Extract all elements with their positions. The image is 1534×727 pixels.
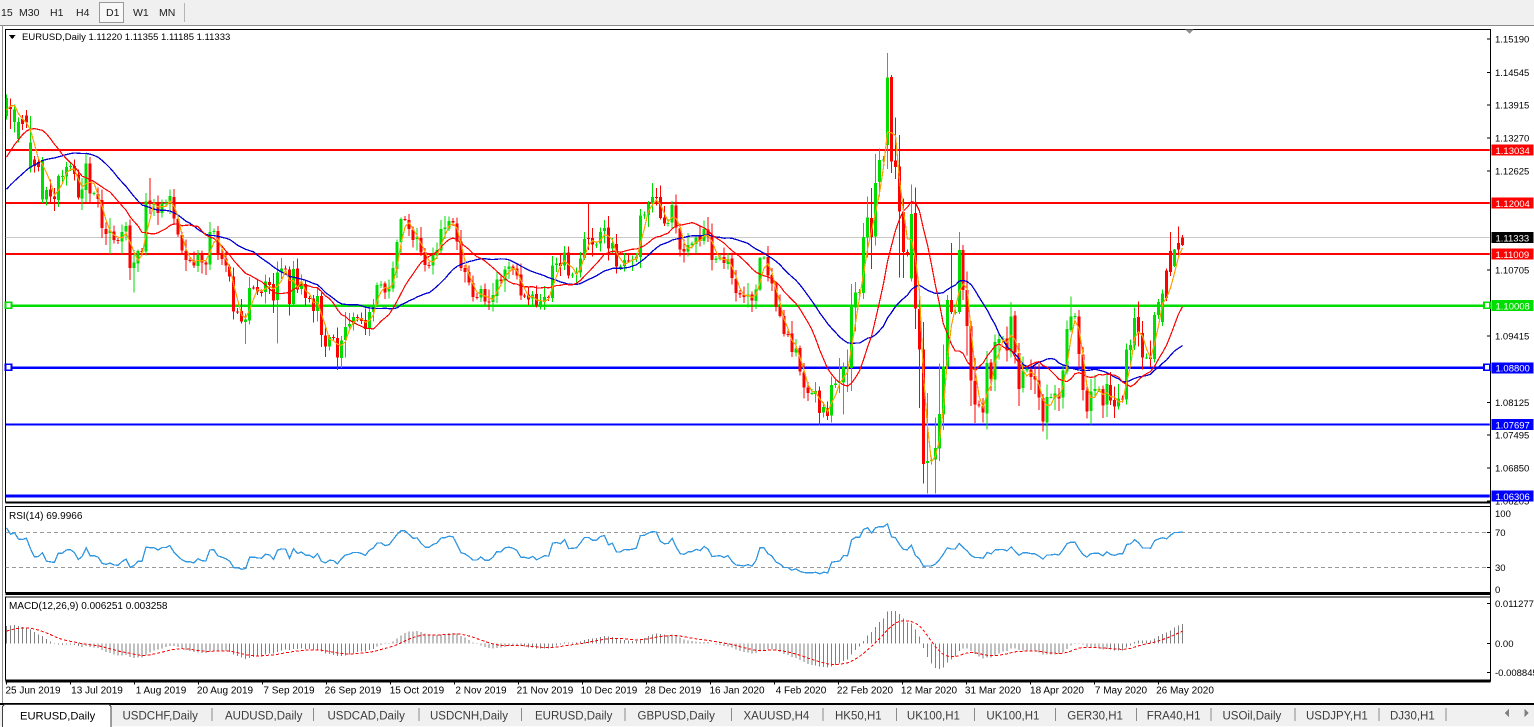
svg-text:22 Feb 2020: 22 Feb 2020 [837, 686, 894, 697]
svg-text:1.11333: 1.11333 [1496, 233, 1530, 244]
svg-text:1.12004: 1.12004 [1496, 199, 1530, 210]
svg-text:1.14545: 1.14545 [1495, 68, 1529, 79]
svg-text:H4: H4 [76, 7, 90, 19]
svg-text:1.10705: 1.10705 [1495, 265, 1529, 276]
svg-text:DJ30,H1: DJ30,H1 [1390, 711, 1435, 723]
svg-text:UK100,H1: UK100,H1 [986, 711, 1039, 723]
svg-text:FRA40,H1: FRA40,H1 [1147, 711, 1201, 723]
svg-text:GBPUSD,Daily: GBPUSD,Daily [638, 711, 716, 723]
svg-text:1.07495: 1.07495 [1495, 430, 1529, 441]
svg-text:XAUUSD,H4: XAUUSD,H4 [744, 711, 810, 723]
svg-text:H1: H1 [50, 7, 64, 19]
svg-text:26 May 2020: 26 May 2020 [1156, 686, 1214, 697]
svg-text:1.13270: 1.13270 [1495, 133, 1529, 144]
svg-text:UK100,H1: UK100,H1 [907, 711, 960, 723]
svg-text:1.13034: 1.13034 [1496, 146, 1530, 157]
svg-text:1.08125: 1.08125 [1495, 398, 1529, 409]
svg-text:1.07697: 1.07697 [1496, 420, 1530, 431]
svg-text:10 Dec 2019: 10 Dec 2019 [581, 686, 638, 697]
svg-text:MACD(12,26,9) 0.006251 0.00325: MACD(12,26,9) 0.006251 0.003258 [9, 601, 168, 612]
svg-text:EURUSD,Daily: EURUSD,Daily [20, 711, 96, 723]
svg-text:M30: M30 [19, 7, 40, 19]
svg-text:13 Jul 2019: 13 Jul 2019 [71, 686, 123, 697]
svg-text:1.11009: 1.11009 [1496, 250, 1530, 261]
svg-text:USDJPY,H1: USDJPY,H1 [1306, 711, 1368, 723]
svg-text:15 Oct 2019: 15 Oct 2019 [390, 686, 445, 697]
svg-text:30: 30 [1495, 563, 1506, 574]
svg-text:USDCAD,Daily: USDCAD,Daily [328, 711, 406, 723]
svg-text:EURUSD,Daily 1.11220 1.11355: EURUSD,Daily 1.11220 1.11355 1.11185 1.1… [22, 32, 230, 43]
svg-text:1.09415: 1.09415 [1495, 332, 1529, 343]
svg-text:2 Nov 2019: 2 Nov 2019 [455, 686, 507, 697]
svg-text:HK50,H1: HK50,H1 [835, 711, 882, 723]
svg-text:12 Mar 2020: 12 Mar 2020 [901, 686, 958, 697]
svg-text:RSI(14) 69.9966: RSI(14) 69.9966 [9, 511, 83, 522]
svg-text:31 Mar 2020: 31 Mar 2020 [965, 686, 1022, 697]
svg-text:28 Dec 2019: 28 Dec 2019 [645, 686, 702, 697]
svg-text:1.13915: 1.13915 [1495, 100, 1529, 111]
svg-text:4 Feb 2020: 4 Feb 2020 [776, 686, 827, 697]
svg-text:GER30,H1: GER30,H1 [1067, 711, 1123, 723]
svg-text:0.011277: 0.011277 [1495, 599, 1534, 610]
svg-text:1 Aug 2019: 1 Aug 2019 [136, 686, 187, 697]
svg-text:100: 100 [1495, 509, 1511, 520]
svg-text:EURUSD,Daily: EURUSD,Daily [535, 711, 613, 723]
svg-text:20 Aug 2019: 20 Aug 2019 [197, 686, 254, 697]
svg-text:1.06850: 1.06850 [1495, 464, 1529, 475]
svg-text:0.00: 0.00 [1495, 639, 1514, 650]
svg-text:15: 15 [1, 7, 13, 19]
svg-text:AUDUSD,Daily: AUDUSD,Daily [225, 711, 303, 723]
svg-text:70: 70 [1495, 528, 1506, 539]
svg-text:21 Nov 2019: 21 Nov 2019 [517, 686, 574, 697]
svg-text:D1: D1 [106, 7, 120, 19]
svg-text:7 Sep 2019: 7 Sep 2019 [263, 686, 315, 697]
svg-text:1.06205: 1.06205 [1495, 497, 1529, 508]
svg-text:1.15190: 1.15190 [1495, 35, 1529, 46]
svg-text:7 May 2020: 7 May 2020 [1095, 686, 1148, 697]
svg-text:18 Apr 2020: 18 Apr 2020 [1030, 686, 1084, 697]
svg-text:USDCNH,Daily: USDCNH,Daily [430, 711, 508, 723]
svg-text:W1: W1 [133, 7, 149, 19]
svg-text:0: 0 [1495, 585, 1500, 596]
svg-text:-0.008845: -0.008845 [1495, 668, 1534, 679]
svg-text:USOil,Daily: USOil,Daily [1223, 711, 1282, 723]
svg-text:26 Sep 2019: 26 Sep 2019 [325, 686, 382, 697]
svg-text:25 Jun 2019: 25 Jun 2019 [5, 686, 60, 697]
svg-text:1.12625: 1.12625 [1495, 167, 1529, 178]
svg-text:USDCHF,Daily: USDCHF,Daily [123, 711, 199, 723]
svg-text:1.06306: 1.06306 [1496, 492, 1530, 503]
svg-text:1.08800: 1.08800 [1496, 364, 1530, 375]
svg-text:1.10008: 1.10008 [1496, 301, 1530, 312]
svg-text:16 Jan 2020: 16 Jan 2020 [709, 686, 764, 697]
svg-text:MN: MN [159, 7, 175, 19]
